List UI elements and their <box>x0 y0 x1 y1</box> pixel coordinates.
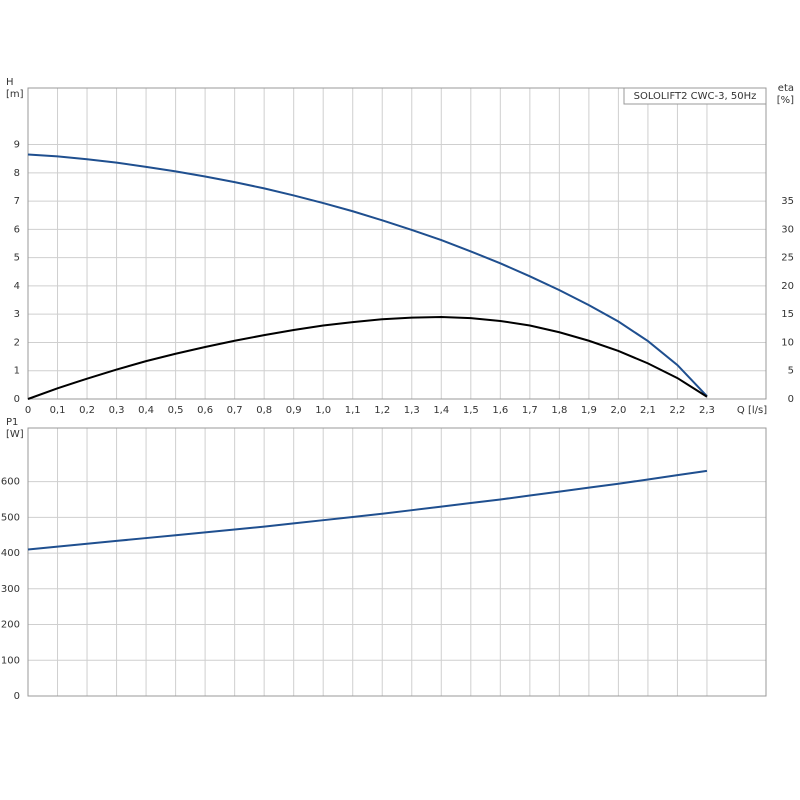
x-tick-label: 2,3 <box>699 405 715 416</box>
y-axis-label: P1 <box>6 417 18 428</box>
y2-axis-label: [%] <box>777 95 794 106</box>
y-tick-label: 1 <box>14 366 20 377</box>
y-axis-label: H <box>6 77 14 88</box>
x-tick-label: 0,8 <box>256 405 272 416</box>
x-tick-label: 0,2 <box>79 405 95 416</box>
x-tick-label: 1,5 <box>463 405 479 416</box>
y2-tick-label: 25 <box>781 253 794 264</box>
x-tick-label: 2,1 <box>640 405 656 416</box>
x-tick-label: 0,3 <box>109 405 125 416</box>
y-tick-label: 0 <box>14 394 20 405</box>
x-tick-label: 1,4 <box>433 405 449 416</box>
y2-tick-label: 15 <box>781 309 794 320</box>
y-tick-label: 6 <box>14 224 20 235</box>
x-tick-label: 1,0 <box>315 405 331 416</box>
y2-axis-label: eta <box>778 83 794 94</box>
chart-title: SOLOLIFT2 CWC-3, 50Hz <box>634 91 757 102</box>
x-tick-label: 1,3 <box>404 405 420 416</box>
y-tick-label: 9 <box>14 140 20 151</box>
y-tick-label: 500 <box>1 512 20 523</box>
y-tick-label: 2 <box>14 337 20 348</box>
plot-frame <box>27 87 767 400</box>
y-tick-label: 0 <box>14 691 20 702</box>
y-tick-label: 7 <box>14 196 20 207</box>
x-tick-label: 2,0 <box>610 405 626 416</box>
y2-tick-label: 20 <box>781 281 794 292</box>
x-tick-label: 0 <box>25 405 31 416</box>
y2-tick-label: 30 <box>781 224 794 235</box>
x-tick-label: 2,2 <box>669 405 685 416</box>
x-tick-label: 1,1 <box>345 405 361 416</box>
x-tick-label: 0,9 <box>286 405 302 416</box>
x-tick-label: 0,4 <box>138 405 154 416</box>
x-tick-label: 0,7 <box>227 405 243 416</box>
x-tick-label: 1,6 <box>492 405 508 416</box>
x-tick-label: 1,7 <box>522 405 538 416</box>
y2-tick-label: 35 <box>781 196 794 207</box>
y-tick-label: 100 <box>1 655 20 666</box>
y-axis-label: [m] <box>6 89 24 100</box>
x-tick-label: 0,6 <box>197 405 213 416</box>
y-axis-label: [W] <box>6 429 24 440</box>
y-tick-label: 8 <box>14 168 20 179</box>
y-tick-label: 600 <box>1 477 20 488</box>
x-tick-label: 0,1 <box>50 405 66 416</box>
y2-tick-label: 5 <box>788 366 794 377</box>
y2-tick-label: 10 <box>781 337 794 348</box>
y2-tick-label: 0 <box>788 394 794 405</box>
y-tick-label: 300 <box>1 584 20 595</box>
y-tick-label: 4 <box>14 281 20 292</box>
y-tick-label: 3 <box>14 309 20 320</box>
x-axis-label: Q [l/s] <box>737 405 767 416</box>
y-tick-label: 200 <box>1 620 20 631</box>
curve <box>27 153 708 397</box>
plot-frame <box>27 427 767 697</box>
y-tick-label: 5 <box>14 253 20 264</box>
y-tick-label: 400 <box>1 548 20 559</box>
x-tick-label: 1,9 <box>581 405 597 416</box>
x-tick-label: 0,5 <box>168 405 184 416</box>
x-tick-label: 1,8 <box>551 405 567 416</box>
title-box <box>623 87 767 105</box>
curve <box>27 316 708 400</box>
x-tick-label: 1,2 <box>374 405 390 416</box>
curve <box>27 469 708 551</box>
